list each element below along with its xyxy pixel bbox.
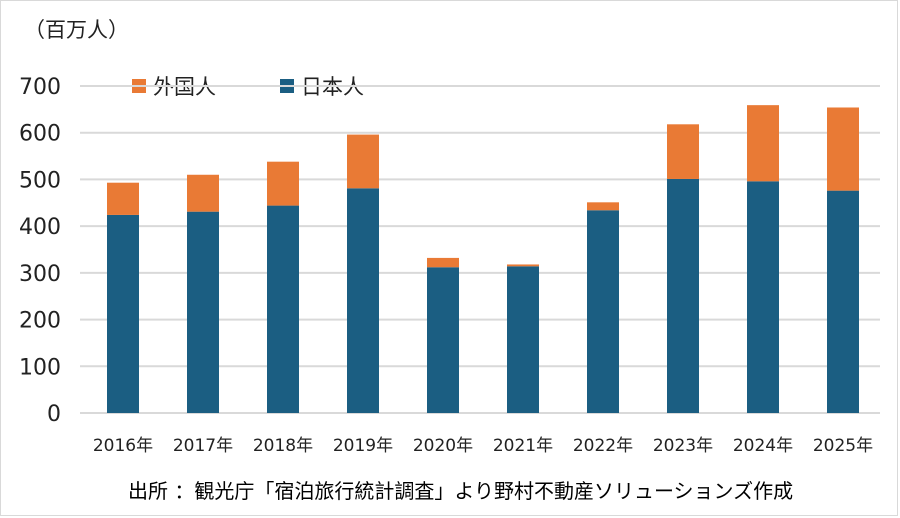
- x-tick-label-2021年: 2021年: [493, 436, 553, 456]
- x-tick-label-2022年: 2022年: [573, 436, 633, 456]
- y-axis-unit-label: （百万人）: [24, 18, 129, 42]
- bar-foreign-2021年: [507, 264, 539, 267]
- bar-japanese-2017年: [187, 211, 219, 413]
- bar-japanese-2021年: [507, 266, 539, 413]
- bar-foreign-2019年: [347, 134, 379, 189]
- bar-japanese-2022年: [587, 210, 619, 413]
- y-tick-label-200: 200: [19, 309, 61, 334]
- x-tick-label-2025年: 2025年: [813, 436, 873, 456]
- bar-foreign-2022年: [587, 202, 619, 211]
- bar-foreign-2018年: [267, 161, 299, 206]
- bar-foreign-2016年: [107, 182, 139, 215]
- y-tick-label-0: 0: [47, 402, 61, 427]
- x-tick-label-2016年: 2016年: [93, 436, 153, 456]
- y-tick-label-700: 700: [19, 75, 61, 100]
- bar-japanese-2025年: [827, 190, 859, 413]
- bar-japanese-2023年: [667, 178, 699, 413]
- y-tick-label-300: 300: [19, 262, 61, 287]
- source-note: 出所 ：観光庁「宿泊旅行統計調査」より野村不動産ソリューションズ作成: [128, 479, 794, 503]
- bar-japanese-2020年: [427, 267, 459, 413]
- x-tick-label-2019年: 2019年: [333, 436, 393, 456]
- x-tick-label-2024年: 2024年: [733, 436, 793, 456]
- bar-foreign-2017年: [187, 174, 219, 212]
- y-tick-label-500: 500: [19, 168, 61, 193]
- bar-foreign-2024年: [747, 105, 779, 182]
- bar-foreign-2025年: [827, 107, 859, 191]
- bar-japanese-2019年: [347, 188, 379, 413]
- bar-japanese-2024年: [747, 181, 779, 413]
- y-tick-label-600: 600: [19, 122, 61, 147]
- x-tick-label-2023年: 2023年: [653, 436, 713, 456]
- bar-japanese-2018年: [267, 205, 299, 413]
- y-tick-label-400: 400: [19, 215, 61, 240]
- bar-japanese-2016年: [107, 214, 139, 413]
- x-tick-label-2020年: 2020年: [413, 436, 473, 456]
- bar-foreign-2023年: [667, 124, 699, 179]
- x-tick-label-2018年: 2018年: [253, 436, 313, 456]
- y-tick-label-100: 100: [19, 355, 61, 380]
- x-tick-label-2017年: 2017年: [173, 436, 233, 456]
- bar-foreign-2020年: [427, 257, 459, 268]
